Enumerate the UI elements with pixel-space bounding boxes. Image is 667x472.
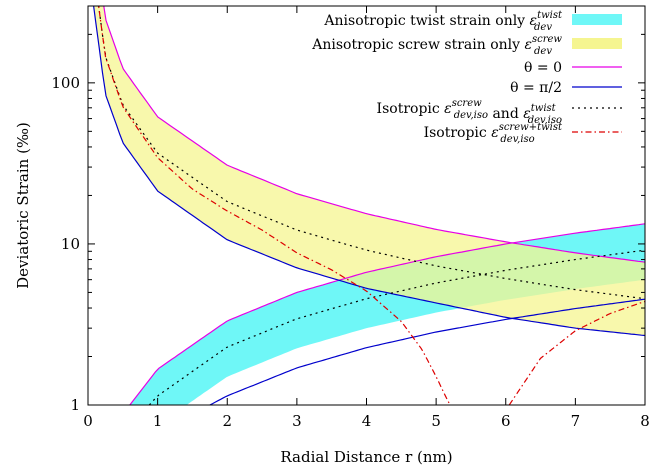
series-2-curve-1 [148,249,645,405]
series-1-curve-1 [209,298,645,405]
series-2-curve-0 [98,6,645,300]
series-3-curve-1 [508,300,645,405]
series-lines [93,6,645,405]
series-0-curve-1 [129,223,645,405]
y-tick-label: 100 [51,74,80,92]
x-tick-label: 1 [153,412,163,430]
legend: Anisotropic twist strain only εtwist devA… [311,10,622,145]
legend-label: Anisotropic twist strain only εtwist dev [323,10,563,33]
legend-swatch [572,38,622,49]
y-tick-label: 10 [61,235,80,253]
x-tick-label: 5 [431,412,441,430]
x-axis-label: Radial Distance r (nm) [280,448,452,466]
x-tick-label: 0 [83,412,93,430]
series-3-curve-0 [98,6,451,405]
legend-label: θ = 0 [524,60,562,76]
legend-label: Isotropic εscrew+twist dev,iso [424,122,563,145]
legend-swatch [572,14,622,25]
y-axis-label: Deviatoric Strain (‰) [14,122,32,289]
x-tick-label: 6 [501,412,511,430]
x-tick-label: 7 [571,412,581,430]
series-0-curve-0 [103,6,645,263]
x-tick-label: 4 [362,412,372,430]
x-tick-label: 3 [292,412,302,430]
legend-label: θ = π/2 [510,80,562,96]
series-1-curve-0 [93,6,645,337]
band-screw [93,6,645,336]
y-tick-label: 1 [70,396,80,414]
shaded-bands [93,6,645,405]
legend-label: Isotropic εscrew dev,iso and εtwist dev,is… [377,98,562,126]
legend-label: Anisotropic screw strain only εscrew dev [311,34,562,57]
x-tick-label: 2 [222,412,232,430]
x-tick-label: 8 [640,412,650,430]
